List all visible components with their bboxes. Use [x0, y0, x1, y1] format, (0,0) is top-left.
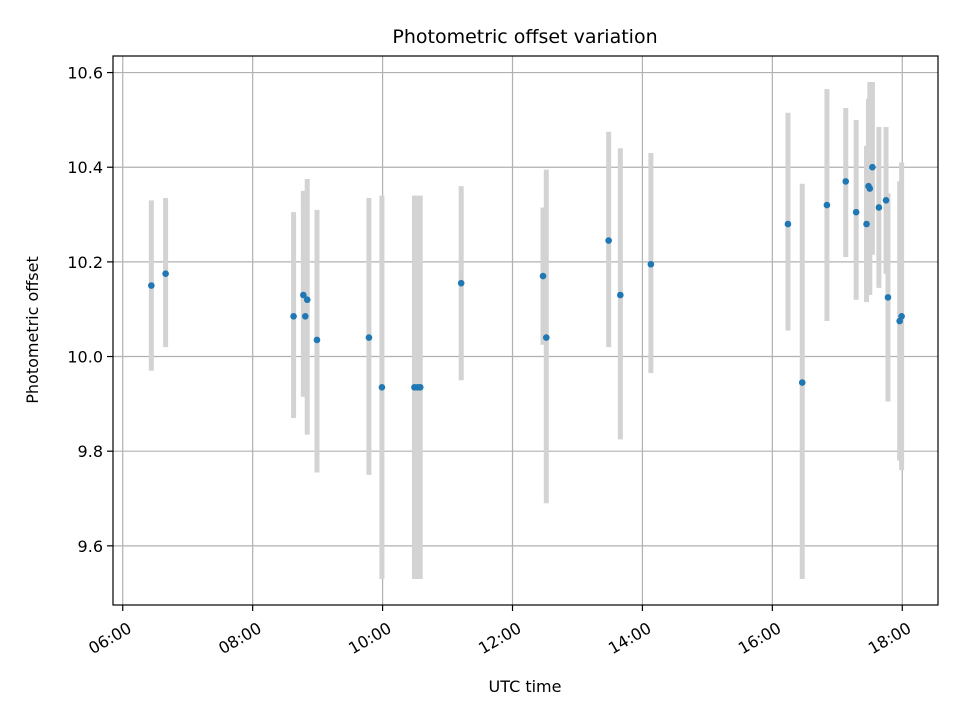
data-point: [148, 282, 155, 289]
data-point: [416, 383, 424, 391]
data-point: [542, 334, 550, 341]
data-point: [898, 313, 905, 320]
data-point: [866, 185, 874, 192]
data-point: [300, 291, 307, 299]
data-point: [863, 220, 870, 228]
data-point: [647, 260, 655, 268]
data-point: [162, 270, 169, 278]
y-tick-label: 9.8: [78, 442, 103, 461]
data-point: [882, 197, 890, 204]
data-point: [605, 237, 612, 244]
data-point: [539, 272, 547, 280]
chart-title: Photometric offset variation: [392, 26, 657, 48]
y-tick-label: 10.0: [67, 348, 103, 367]
data-points: [148, 163, 905, 391]
y-tick-label: 10.6: [67, 64, 103, 83]
data-point: [842, 178, 850, 185]
data-point: [301, 313, 309, 320]
data-point: [784, 220, 792, 228]
data-point: [823, 201, 831, 209]
y-tick-label: 10.4: [67, 158, 103, 177]
x-axis-label: UTC time: [489, 677, 562, 696]
y-axis-label: Photometric offset: [23, 256, 42, 404]
y-tick-label: 10.2: [67, 253, 103, 272]
data-point: [875, 204, 883, 211]
data-point: [798, 379, 806, 386]
data-point: [617, 291, 624, 299]
plot-area: [113, 56, 938, 605]
data-point: [457, 279, 465, 287]
data-point: [303, 296, 311, 304]
data-point: [290, 313, 297, 320]
data-point: [365, 334, 373, 341]
plot-frame: [112, 55, 939, 606]
data-point: [378, 383, 386, 391]
data-point: [852, 208, 860, 216]
data-point: [884, 294, 892, 301]
data-point: [869, 163, 876, 171]
data-point: [313, 336, 321, 344]
y-tick-label: 9.6: [78, 537, 103, 556]
y-axis-ticks: 9.6 9.8 10.0 10.2 10.4 10.6: [67, 64, 113, 556]
